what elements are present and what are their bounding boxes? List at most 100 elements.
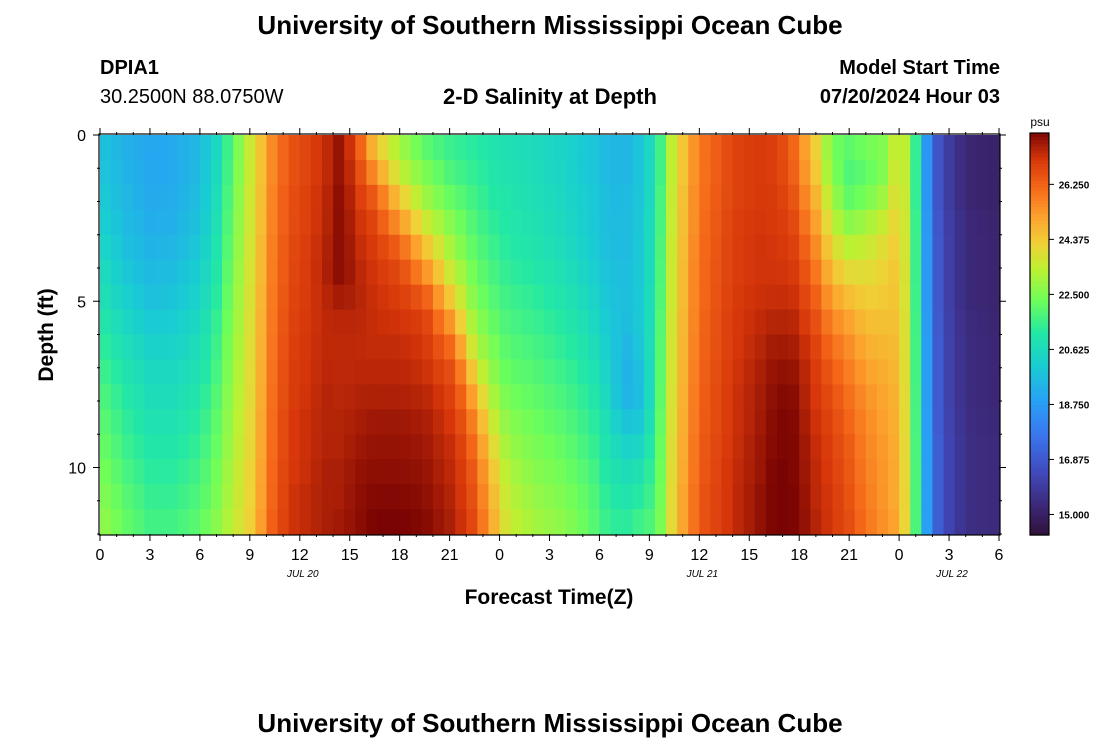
heatmap-cell xyxy=(499,359,512,385)
heatmap-cell xyxy=(765,359,778,385)
heatmap-cell xyxy=(111,459,123,485)
heatmap-cell xyxy=(166,209,179,236)
heatmap-cell xyxy=(832,459,845,485)
colorbar-segment xyxy=(1030,159,1049,164)
heatmap-cell xyxy=(244,459,256,485)
heatmap-cell xyxy=(799,135,811,161)
heatmap-cell xyxy=(876,409,889,435)
heatmap-cell xyxy=(532,359,545,385)
heatmap-cell xyxy=(621,409,634,435)
heatmap-cell xyxy=(732,459,745,485)
heatmap-cell xyxy=(155,259,168,286)
heatmap-cell xyxy=(255,309,268,336)
colorbar-segment xyxy=(1030,176,1049,181)
heatmap-cell xyxy=(976,409,989,435)
heatmap-cell xyxy=(432,209,445,236)
heatmap-cell xyxy=(432,509,445,535)
heatmap-cell xyxy=(954,135,967,161)
heatmap-cell xyxy=(921,309,934,336)
heatmap-cell xyxy=(155,135,168,161)
heatmap-cell xyxy=(310,359,323,385)
heatmap-cell xyxy=(555,509,567,535)
colorbar-segment xyxy=(1030,243,1049,248)
heatmap-cell xyxy=(732,159,745,186)
heatmap-cell xyxy=(188,359,201,385)
heatmap-cell xyxy=(222,234,234,261)
heatmap-cell xyxy=(643,459,656,485)
heatmap-cell xyxy=(932,159,945,186)
heatmap-cell xyxy=(699,234,712,261)
heatmap-cell xyxy=(488,384,501,410)
heatmap-cell xyxy=(876,284,889,311)
heatmap-cell xyxy=(355,384,367,410)
heatmap-cell xyxy=(377,309,390,336)
heatmap-cell xyxy=(854,409,867,435)
heatmap-cell xyxy=(399,159,412,186)
heatmap-cell xyxy=(832,209,845,236)
heatmap-cell xyxy=(721,434,734,460)
heatmap-cell xyxy=(344,259,356,286)
heatmap-cell xyxy=(954,359,967,385)
heatmap-cell xyxy=(399,309,412,336)
heatmap-cell xyxy=(321,434,334,460)
heatmap-cell xyxy=(244,259,256,286)
heatmap-cell xyxy=(122,384,134,410)
heatmap-cell xyxy=(410,359,423,385)
heatmap-cell xyxy=(932,409,945,435)
heatmap-cell xyxy=(799,434,811,460)
heatmap-cell xyxy=(222,159,234,186)
heatmap-cell xyxy=(677,434,689,460)
heatmap-cell xyxy=(155,209,168,236)
heatmap-cell xyxy=(122,484,134,510)
heatmap-cell xyxy=(821,209,834,236)
colorbar-segment xyxy=(1030,270,1049,275)
colorbar-segment xyxy=(1030,454,1049,459)
colorbar-segment xyxy=(1030,143,1049,147)
heatmap-cell xyxy=(455,384,467,410)
heatmap-cell xyxy=(499,284,512,311)
heatmap-cell xyxy=(577,209,589,236)
heatmap-cell xyxy=(788,384,800,410)
heatmap-cell xyxy=(954,284,967,311)
heatmap-cell xyxy=(621,135,634,161)
heatmap-cell xyxy=(643,234,656,261)
heatmap-cell xyxy=(921,259,934,286)
heatmap-cell xyxy=(976,135,989,161)
heatmap-cell xyxy=(543,259,556,286)
heatmap-cell xyxy=(987,209,1000,236)
heatmap-cell xyxy=(188,459,201,485)
heatmap-cell xyxy=(666,159,678,186)
heatmap-cell xyxy=(799,234,811,261)
heatmap-cell xyxy=(954,459,967,485)
heatmap-cell xyxy=(699,135,712,161)
heatmap-cell xyxy=(677,509,689,535)
heatmap-cell xyxy=(266,334,279,361)
heatmap-cell xyxy=(399,234,412,261)
colorbar-segment xyxy=(1030,347,1049,352)
heatmap-cell xyxy=(621,259,634,286)
heatmap-cell xyxy=(521,384,534,410)
heatmap-cell xyxy=(976,309,989,336)
heatmap-cell xyxy=(521,434,534,460)
heatmap-cell xyxy=(355,209,367,236)
heatmap-cell xyxy=(710,334,723,361)
colorbar-segment xyxy=(1030,387,1049,392)
colorbar-segment xyxy=(1030,166,1049,171)
heatmap-cell xyxy=(188,159,201,186)
heatmap-cell xyxy=(321,184,334,211)
heatmap-cell xyxy=(122,509,134,535)
heatmap-cell xyxy=(577,434,589,460)
heatmap-cell xyxy=(832,509,845,535)
heatmap-cell xyxy=(432,259,445,286)
heatmap-cell xyxy=(277,434,290,460)
heatmap-cell xyxy=(399,509,412,535)
heatmap-cell xyxy=(166,284,179,311)
heatmap-cell xyxy=(410,334,423,361)
heatmap-cell xyxy=(843,259,856,286)
heatmap-cell xyxy=(366,434,379,460)
heatmap-cell xyxy=(155,284,168,311)
heatmap-cell xyxy=(444,409,456,435)
heatmap-cell xyxy=(910,284,922,311)
heatmap-cell xyxy=(199,309,212,336)
heatmap-cell xyxy=(799,209,811,236)
